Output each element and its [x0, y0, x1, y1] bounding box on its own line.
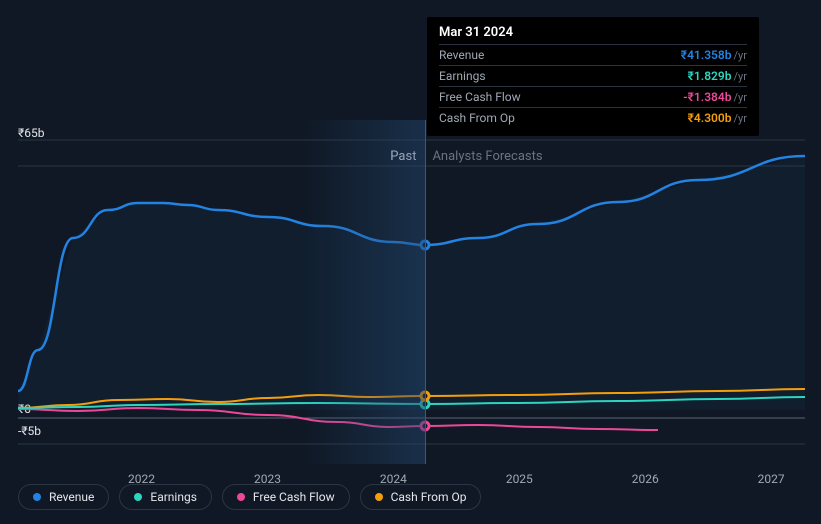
- legend-label: Cash From Op: [391, 490, 467, 504]
- tooltip-metric-value: -₹1.384b/yr: [683, 90, 747, 104]
- tooltip-date: Mar 31 2024: [439, 25, 747, 44]
- tooltip-metric-label: Earnings: [439, 69, 486, 83]
- tooltip-row: Earnings ₹1.829b/yr: [439, 65, 747, 86]
- legend-item-free-cash-flow[interactable]: Free Cash Flow: [222, 484, 350, 510]
- tooltip-metric-value: ₹4.300b/yr: [688, 111, 747, 125]
- tooltip-row: Revenue ₹41.358b/yr: [439, 44, 747, 65]
- legend-item-cash-from-op[interactable]: Cash From Op: [360, 484, 482, 510]
- tooltip-metric-value: ₹41.358b/yr: [681, 48, 747, 62]
- chart-tooltip: Mar 31 2024 Revenue ₹41.358b/yr Earnings…: [427, 17, 759, 136]
- tooltip-row: Cash From Op ₹4.300b/yr: [439, 107, 747, 128]
- fcf-line: [18, 408, 658, 430]
- x-tick-label: 2026: [632, 472, 659, 486]
- legend-item-revenue[interactable]: Revenue: [18, 484, 109, 510]
- x-tick-label: 2025: [506, 472, 533, 486]
- legend-item-earnings[interactable]: Earnings: [119, 484, 212, 510]
- tooltip-row: Free Cash Flow -₹1.384b/yr: [439, 86, 747, 107]
- tooltip-metric-value: ₹1.829b/yr: [688, 69, 747, 83]
- legend-dot-icon: [237, 493, 245, 501]
- tooltip-metric-label: Cash From Op: [439, 111, 515, 125]
- legend-label: Earnings: [150, 490, 197, 504]
- legend-label: Free Cash Flow: [253, 490, 335, 504]
- legend-label: Revenue: [49, 490, 94, 504]
- legend-dot-icon: [33, 493, 41, 501]
- chart-legend: Revenue Earnings Free Cash Flow Cash From O…: [18, 484, 481, 510]
- tooltip-metric-label: Revenue: [439, 48, 484, 62]
- tooltip-metric-label: Free Cash Flow: [439, 90, 521, 104]
- legend-dot-icon: [375, 493, 383, 501]
- legend-dot-icon: [134, 493, 142, 501]
- line-chart: [18, 120, 805, 464]
- chart-area[interactable]: [18, 120, 805, 464]
- x-tick-label: 2027: [758, 472, 785, 486]
